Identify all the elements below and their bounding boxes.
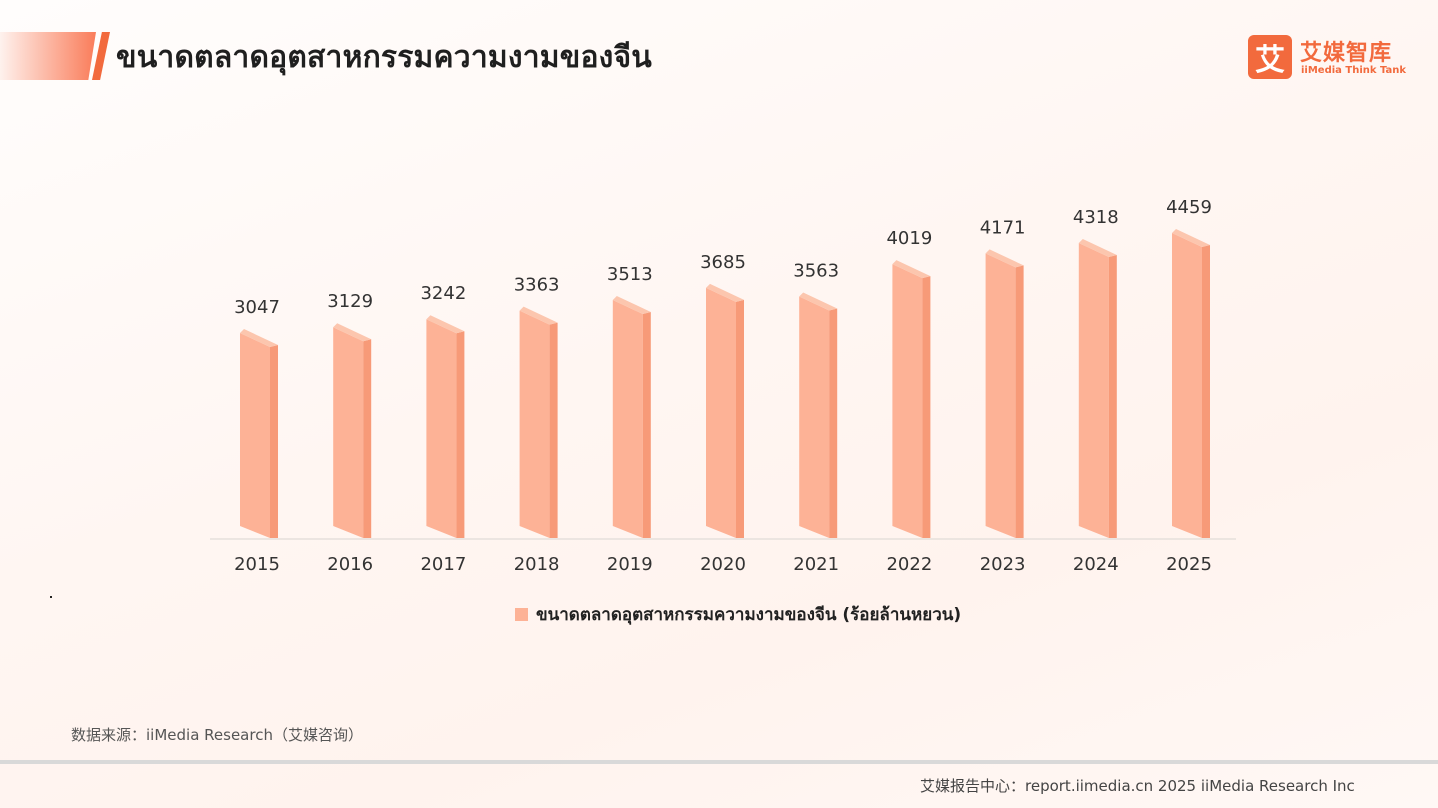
- title-accent-bar: [0, 32, 96, 80]
- bar-front: [1078, 242, 1109, 538]
- bar-side: [549, 322, 558, 538]
- bar-front: [706, 287, 736, 538]
- source-note: 数据来源：iiMedia Research（艾媒咨询）: [71, 726, 363, 744]
- legend-swatch: [515, 608, 528, 621]
- page-title: ขนาดตลาดอุตสาหกรรมความงามของจีน: [116, 40, 653, 75]
- bar-side: [1015, 265, 1024, 538]
- stray-dot: [50, 596, 52, 598]
- bar-top: [799, 292, 838, 311]
- chart-legend: ขนาดตลาดอุตสาหกรรมความงามของจีน (ร้อยล้า…: [515, 601, 961, 628]
- data-label: 4318: [1073, 207, 1119, 228]
- bar-top: [240, 329, 278, 347]
- brand-logo: 艾 艾媒智库 iiMedia Think Tank: [1248, 35, 1408, 79]
- data-label: 3563: [793, 260, 839, 281]
- data-label: 3047: [234, 297, 280, 318]
- bar-top: [985, 249, 1024, 268]
- legend-label: ขนาดตลาดอุตสาหกรรมความงามของจีน (ร้อยล้า…: [536, 605, 962, 625]
- x-tick-label: 2015: [234, 554, 280, 575]
- x-tick-label: 2020: [700, 554, 746, 575]
- bar-front: [799, 296, 830, 538]
- data-label: 3363: [514, 275, 560, 296]
- data-label: 4171: [980, 217, 1026, 238]
- x-tick-label: 2021: [793, 554, 839, 575]
- x-tick-label: 2019: [607, 554, 653, 575]
- footer-text: 艾媒报告中心：report.iimedia.cn 2025 iiMedia Re…: [920, 777, 1355, 795]
- x-tick-label: 2023: [980, 554, 1026, 575]
- bar-top: [1078, 238, 1117, 257]
- bar-front: [985, 253, 1016, 538]
- logo-mark-icon: 艾: [1248, 35, 1292, 79]
- x-tick-label: 2025: [1166, 554, 1212, 575]
- bar-top: [706, 283, 744, 302]
- bar-group: [240, 229, 1210, 538]
- bar-front: [519, 310, 550, 538]
- label-group: 3047 2015 3129 2016 3242 2017 3363 2018 3513 2019…: [234, 197, 1212, 575]
- bar-side: [1202, 245, 1210, 538]
- bar-side: [456, 331, 465, 538]
- bar-top: [333, 323, 372, 342]
- data-label: 4459: [1166, 197, 1212, 218]
- data-label: 3685: [700, 252, 746, 273]
- x-tick-label: 2024: [1073, 554, 1119, 575]
- data-label: 3129: [327, 291, 373, 312]
- logo-name-en: iiMedia Think Tank: [1301, 65, 1407, 76]
- bar-side: [829, 308, 838, 538]
- bar-front: [426, 319, 457, 538]
- bar-top: [1172, 229, 1210, 247]
- bar-top: [519, 306, 558, 325]
- x-tick-label: 2018: [514, 554, 560, 575]
- bar-side: [922, 276, 931, 538]
- bar-top: [892, 260, 931, 279]
- bar-side: [642, 311, 651, 538]
- logo-name-cn: 艾媒智库: [1300, 41, 1393, 66]
- data-label: 4019: [886, 228, 932, 249]
- bar-front: [333, 327, 364, 538]
- x-tick-label: 2022: [886, 554, 932, 575]
- bar-front: [1172, 233, 1202, 538]
- data-label: 3242: [420, 283, 466, 304]
- bar-front: [240, 333, 270, 538]
- bottom-divider: [0, 760, 1438, 764]
- bar-top: [426, 315, 465, 334]
- x-tick-label: 2016: [327, 554, 373, 575]
- bar-side: [270, 345, 278, 538]
- bar-side: [1108, 254, 1117, 538]
- bar-front: [892, 264, 923, 538]
- bar-front: [612, 299, 643, 538]
- bar-top: [612, 295, 651, 314]
- data-label: 3513: [607, 264, 653, 285]
- x-tick-label: 2017: [420, 554, 466, 575]
- bar-side: [736, 299, 744, 538]
- bar-side: [363, 339, 372, 538]
